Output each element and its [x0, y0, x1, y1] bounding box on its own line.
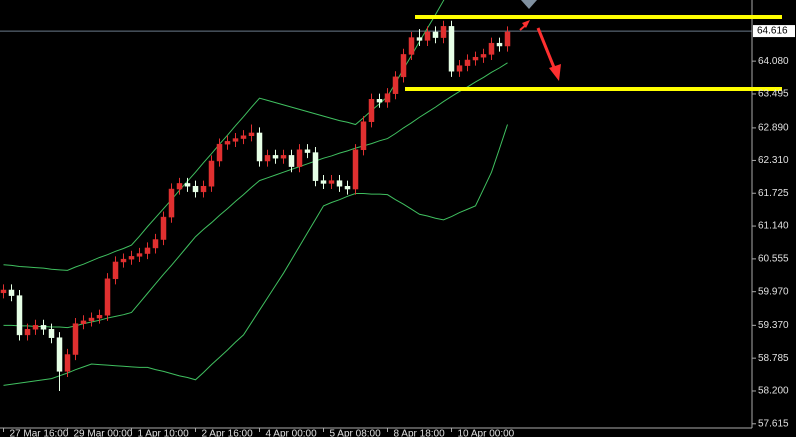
candle-body [24, 329, 31, 336]
y-tick-label: 58.200 [758, 386, 789, 397]
y-tick-label: 59.970 [758, 286, 789, 297]
candle-body [120, 258, 127, 263]
candle-body [264, 155, 271, 162]
candle-body [56, 337, 63, 372]
candle-body [368, 99, 375, 122]
x-tick-label: 8 Apr 18:00 [394, 429, 446, 437]
candle-body [112, 261, 119, 280]
candle-body [208, 160, 215, 187]
plot-area [0, 0, 752, 391]
candle-body [104, 278, 111, 316]
candle-body [480, 54, 487, 58]
y-tick-label: 58.785 [758, 353, 789, 364]
candle-body [384, 93, 391, 103]
band-line [3, 0, 445, 271]
current-price-box [753, 25, 795, 38]
candle-body [416, 37, 423, 41]
candle-body [280, 155, 287, 159]
candle-body [400, 54, 407, 78]
candle-body [232, 138, 239, 142]
y-tick-label: 61.725 [758, 188, 789, 199]
candle-body [216, 143, 223, 162]
candle-body [224, 141, 231, 145]
candle-body [408, 37, 415, 55]
candle-body [184, 183, 191, 187]
candle-body [160, 216, 167, 240]
candle-body [464, 59, 471, 66]
candle-body [8, 289, 15, 296]
candle-body [344, 185, 351, 190]
candle-body [304, 149, 311, 153]
candle-body [80, 320, 87, 324]
y-tick-label: 62.310 [758, 155, 789, 166]
candle-body [136, 253, 143, 257]
arrow-down-shaft [536, 27, 557, 71]
x-tick-label: 27 Mar 16:00 [10, 429, 69, 437]
candle-body [312, 152, 319, 181]
arrow-down-head [549, 64, 561, 81]
candle-body [320, 180, 327, 184]
candle-body [504, 31, 511, 47]
candle-body [200, 185, 207, 193]
candle-body [240, 135, 247, 139]
arrow-up-head [522, 20, 530, 28]
y-tick-label: 63.495 [758, 89, 789, 100]
x-tick-label: 29 Mar 00:00 [74, 429, 133, 437]
candle-body [40, 325, 47, 330]
marker-triangle [521, 0, 537, 9]
band-line [3, 124, 508, 386]
candle-body [0, 289, 7, 294]
x-tick-label: 10 Apr 00:00 [458, 429, 515, 437]
x-tick-label: 5 Apr 08:00 [330, 429, 382, 437]
candle-body [440, 26, 447, 38]
candle-body [72, 323, 79, 355]
candle-body [488, 42, 495, 55]
candle-body [448, 26, 455, 72]
candle-body [336, 180, 343, 187]
y-tick-label: 62.890 [758, 123, 789, 134]
candle-body [192, 185, 199, 193]
x-tick-label: 2 Apr 16:00 [202, 429, 254, 437]
x-tick-label: 4 Apr 00:00 [266, 429, 318, 437]
candle-body [288, 155, 295, 167]
candle-body [432, 31, 439, 38]
candle-body [256, 132, 263, 162]
candle-body [168, 188, 175, 218]
x-tick-label: 1 Apr 10:00 [138, 429, 190, 437]
candle-body [48, 329, 55, 338]
candle-body [496, 42, 503, 47]
candle-body [272, 155, 279, 159]
y-tick-label: 59.370 [758, 320, 789, 331]
candle-body [248, 132, 255, 136]
candle-body [32, 325, 39, 330]
candle-body [352, 149, 359, 190]
annotations [405, 0, 782, 91]
candle-body [144, 247, 151, 254]
y-tick-label: 61.140 [758, 221, 789, 232]
candle-body [96, 315, 103, 319]
candle-body [456, 65, 463, 72]
y-tick-label: 64.080 [758, 56, 789, 67]
candle-body [296, 149, 303, 167]
candle-body [152, 239, 159, 249]
candle-body [16, 295, 23, 336]
candle-body [128, 256, 135, 260]
band-line [3, 62, 508, 329]
candle-body [88, 317, 95, 322]
current-price-label: 64.616 [757, 26, 788, 37]
candle-body [328, 180, 335, 184]
candle-body [392, 76, 399, 94]
y-tick-label: 57.615 [758, 418, 789, 429]
candle-body [64, 354, 71, 372]
candle-body [472, 56, 479, 61]
axes: 64.080 63.495 62.890 62.310 61.725 61.140 60.5… [3, 25, 795, 437]
candle-body [360, 121, 367, 151]
candle-body [424, 31, 431, 41]
y-tick-label: 60.555 [758, 254, 789, 265]
candle-body [176, 183, 183, 190]
candle-body [376, 99, 383, 103]
